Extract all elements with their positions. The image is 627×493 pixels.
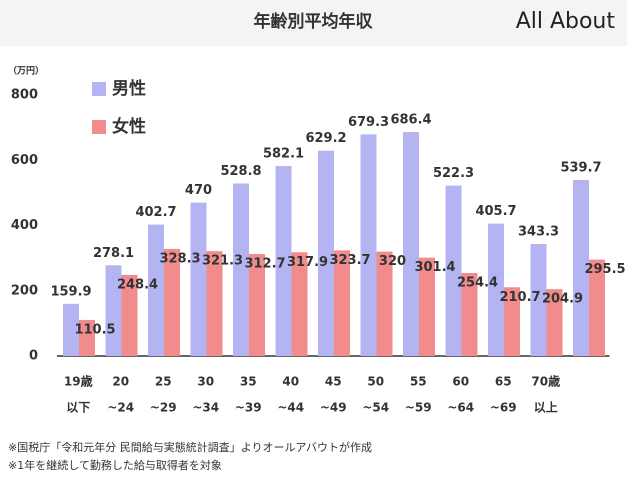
bar — [376, 251, 393, 356]
x-tick-label: ~69 — [490, 401, 517, 415]
bar — [275, 166, 292, 356]
y-tick-label: 400 — [11, 218, 38, 233]
x-tick-label: 55 — [410, 375, 427, 389]
header-band — [0, 0, 627, 46]
y-tick-label: 0 — [29, 349, 38, 364]
bar — [334, 250, 350, 356]
note: ※国税庁「令和元年分 民間給与実態統計調査」よりオールアバウトが作成 — [8, 440, 372, 454]
value-label: 204.9 — [542, 292, 583, 307]
value-label: 312.7 — [244, 256, 285, 271]
legend-label: 男性 — [112, 78, 146, 99]
x-tick-label: 35 — [240, 375, 257, 389]
value-label: 528.8 — [220, 164, 261, 179]
x-tick-label: ~64 — [447, 401, 474, 415]
legend-swatch — [92, 120, 106, 134]
bar — [589, 259, 605, 356]
bar — [190, 202, 207, 356]
value-label: 321.3 — [202, 254, 243, 269]
value-label: 159.9 — [50, 284, 91, 299]
legend-swatch — [92, 82, 106, 96]
value-label: 248.4 — [117, 277, 158, 292]
bar — [233, 183, 249, 356]
value-label: 402.7 — [135, 205, 176, 220]
value-label: 295.5 — [584, 262, 625, 277]
x-tick-label: 30 — [197, 375, 214, 389]
x-tick-label: ~49 — [320, 401, 347, 415]
y-tick-label: 200 — [11, 283, 38, 298]
value-label: 629.2 — [305, 131, 346, 146]
value-label: 317.9 — [287, 255, 328, 270]
x-tick-label: 45 — [325, 375, 342, 389]
y-tick-label: 800 — [11, 88, 38, 103]
x-tick-label: ~34 — [192, 401, 219, 415]
x-tick-label: ~24 — [107, 401, 134, 415]
value-label: 343.3 — [518, 224, 559, 239]
bar — [461, 273, 478, 356]
bar — [403, 132, 419, 356]
y-tick-label: 600 — [11, 153, 38, 168]
chart-title: 年齢別平均年収 — [254, 11, 374, 32]
x-tick-label: 19歳 — [64, 374, 93, 389]
value-label: 679.3 — [348, 115, 389, 130]
bar — [206, 251, 223, 356]
x-tick-label: 20 — [112, 375, 129, 389]
value-label: 522.3 — [433, 166, 474, 181]
bar — [573, 179, 589, 356]
bar — [530, 243, 547, 356]
bar — [291, 252, 308, 356]
logo: All About — [516, 9, 616, 34]
bar — [318, 150, 334, 356]
x-tick-label: 以下 — [66, 401, 90, 415]
value-label: 301.4 — [414, 260, 455, 275]
x-tick-label: 50 — [367, 375, 384, 389]
legend-label: 女性 — [112, 116, 146, 137]
y-unit: （万円） — [8, 66, 44, 77]
value-label: 110.5 — [74, 322, 115, 337]
bar — [488, 223, 504, 356]
bar — [249, 253, 265, 356]
bar — [121, 274, 138, 356]
x-tick-label: ~54 — [362, 401, 389, 415]
x-tick-label: 40 — [282, 375, 299, 389]
bar — [360, 134, 377, 356]
bar — [63, 303, 79, 356]
x-tick-label: ~59 — [405, 401, 432, 415]
value-label: 254.4 — [457, 276, 498, 291]
note: ※1年を継続して勤務した給与取得者を対象 — [8, 458, 222, 472]
value-label: 323.7 — [329, 253, 370, 268]
bar — [148, 224, 164, 356]
bar — [419, 257, 435, 356]
bar — [546, 289, 563, 356]
value-label: 470 — [185, 183, 212, 198]
x-tick-label: 70歳 — [531, 374, 560, 389]
x-tick-label: 以上 — [534, 400, 558, 415]
x-tick-label: ~39 — [235, 401, 262, 415]
value-label: 539.7 — [560, 160, 601, 175]
bar — [504, 287, 520, 356]
value-label: 686.4 — [390, 113, 431, 128]
x-tick-label: ~44 — [277, 401, 304, 415]
value-label: 320 — [379, 254, 406, 269]
value-label: 582.1 — [263, 147, 304, 162]
value-label: 405.7 — [475, 204, 516, 219]
bar — [164, 248, 180, 356]
x-tick-label: 65 — [495, 375, 512, 389]
x-tick-label: 25 — [155, 375, 172, 389]
x-tick-label: 60 — [452, 375, 469, 389]
value-label: 278.1 — [93, 246, 134, 261]
bar — [445, 185, 462, 356]
value-label: 328.3 — [159, 251, 200, 266]
bar — [105, 265, 122, 356]
value-label: 210.7 — [499, 290, 540, 305]
bar — [79, 319, 95, 356]
x-tick-label: ~29 — [150, 401, 177, 415]
